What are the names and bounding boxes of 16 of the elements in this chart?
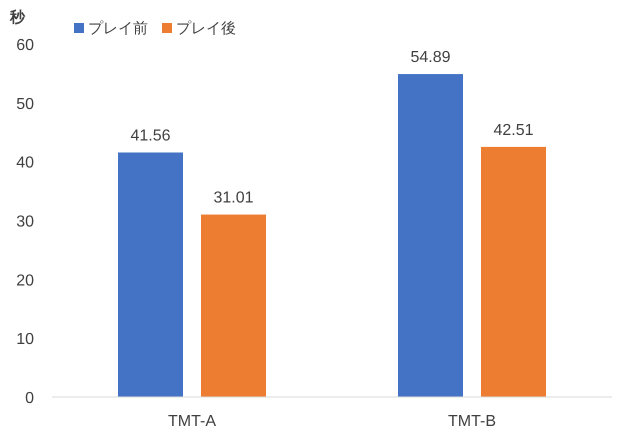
y-tick-label: 20	[16, 272, 34, 290]
data-label: 31.01	[213, 190, 254, 207]
x-tick-label: TMT-A	[168, 413, 216, 430]
y-tick-label: 60	[16, 37, 34, 54]
data-label: 42.51	[493, 122, 534, 139]
data-label: 54.89	[410, 49, 451, 66]
data-label: 41.56	[130, 127, 171, 144]
y-tick-label: 30	[16, 214, 34, 230]
legend-label: プレイ前	[88, 20, 148, 37]
y-tick-label: 40	[16, 154, 34, 172]
y-tick-label: 0	[25, 390, 34, 407]
y-axis-title: 秒	[9, 9, 26, 26]
y-tick-label: 50	[16, 96, 34, 113]
legend-label: プレイ後	[176, 20, 236, 37]
y-tick-label: 10	[16, 331, 34, 348]
x-tick-label: TMT-B	[448, 413, 496, 430]
